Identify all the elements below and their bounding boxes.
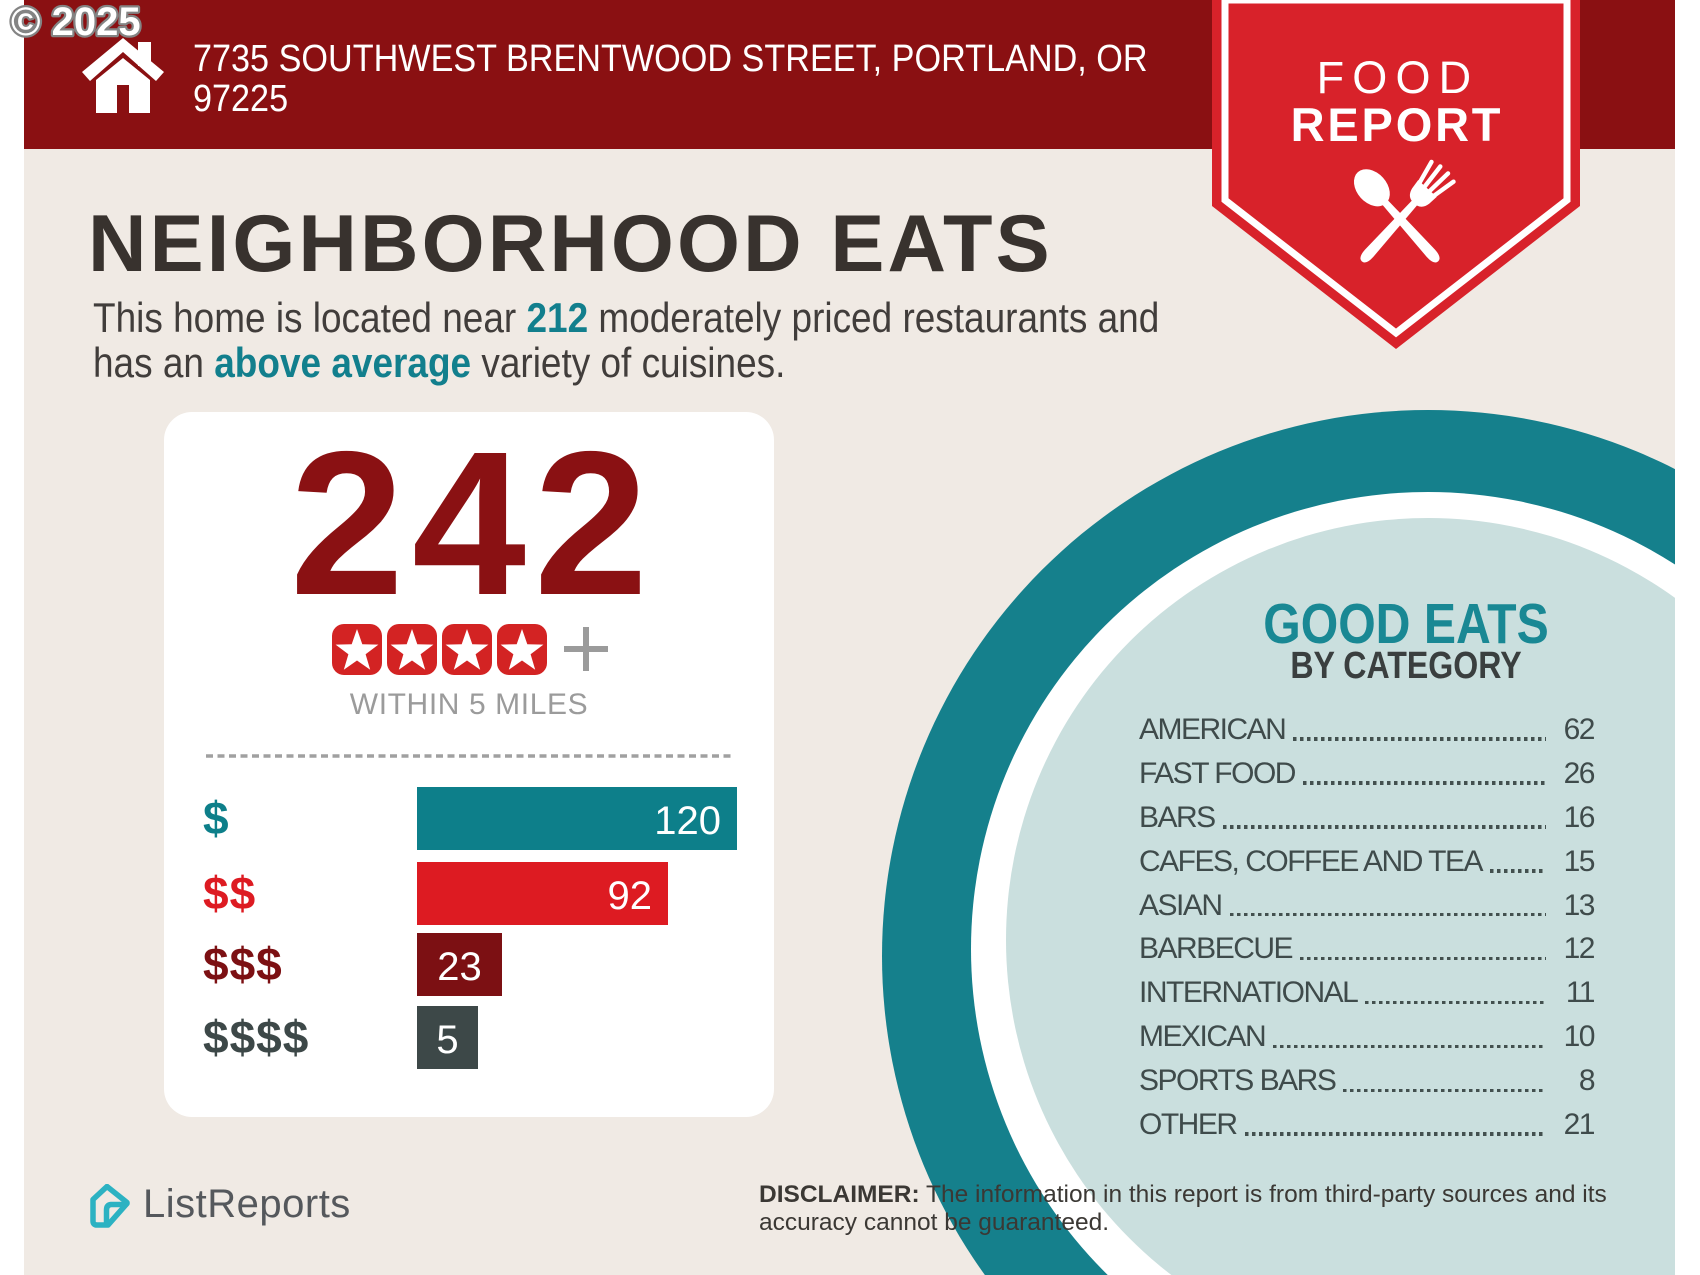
svg-text:REPORT: REPORT xyxy=(1291,98,1504,151)
svg-text:FOOD: FOOD xyxy=(1317,52,1480,103)
svg-text:© 2025: © 2025 xyxy=(11,2,141,44)
